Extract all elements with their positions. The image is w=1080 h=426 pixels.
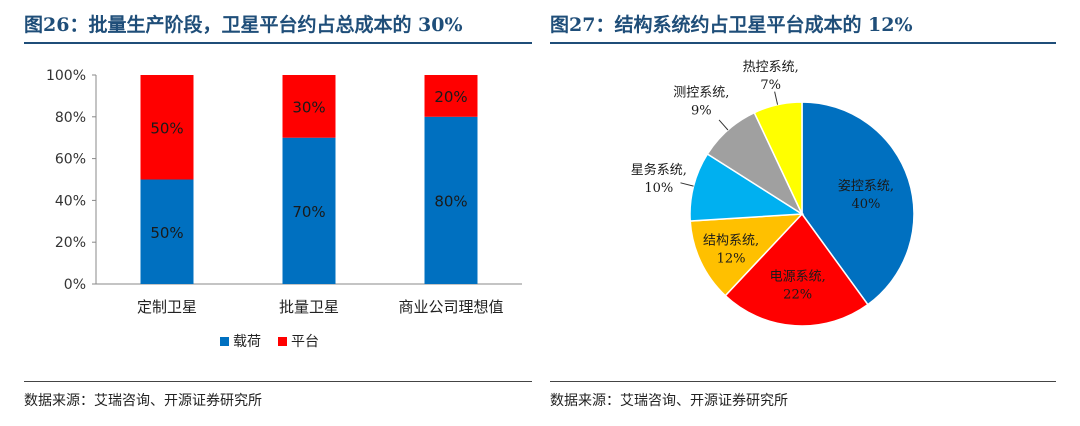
- pie-value-label: 40%: [851, 197, 880, 212]
- y-tick-label: 100%: [46, 68, 86, 84]
- pie-category-label: 姿控系统,: [838, 178, 894, 194]
- right-figure-panel: 图27：结构系统约占卫星平台成本的 12% 姿控系统, 40% 电源系统, 22% 结构…: [550, 0, 1056, 426]
- bar-segment: [140, 179, 194, 284]
- pie-category-label: 热控系统,: [743, 60, 799, 75]
- right-source-rule: [550, 381, 1056, 382]
- pie-slice: [724, 212, 869, 327]
- stacked-bar-chart: 0% 20% 40% 60% 80% 100% 50% 50% 定制卫星 70% 30% 批量卫星 80…: [46, 68, 522, 350]
- y-tick-label: 60%: [55, 152, 86, 168]
- pie-category-label: 星务系统,: [631, 162, 687, 178]
- left-source-rule: [24, 381, 532, 382]
- y-tick-label: 0%: [64, 277, 86, 293]
- pie-category-label: 结构系统,: [703, 233, 759, 248]
- pie-value-label: 12%: [717, 251, 746, 266]
- pie-slice: [689, 213, 804, 297]
- bar-data-label: 50%: [150, 119, 183, 137]
- legend-label: 载荷: [233, 334, 261, 350]
- bar-data-label: 70%: [292, 203, 325, 221]
- pie-leader-line: [718, 119, 729, 131]
- left-figure-title: 图26：批量生产阶段，卫星平台约占总成本的 30%: [24, 14, 463, 36]
- pie-value-label: 10%: [644, 181, 673, 196]
- legend-swatch: [220, 337, 229, 346]
- pie-value-label: 9%: [691, 104, 712, 119]
- x-category-label: 批量卫星: [279, 298, 339, 316]
- bar-data-label: 20%: [434, 88, 467, 106]
- bar-segment: [140, 75, 194, 180]
- x-category-label: 商业公司理想值: [398, 298, 503, 316]
- left-source-note: 数据来源：艾瑞咨询、开源证券研究所: [24, 393, 262, 409]
- bar-segment: [282, 75, 336, 138]
- y-tick-label: 80%: [55, 110, 86, 126]
- bar-segment: [282, 137, 336, 284]
- right-figure-title: 图27：结构系统约占卫星平台成本的 12%: [550, 14, 913, 36]
- pie-slice: [801, 101, 915, 306]
- pie-leader-line: [680, 182, 694, 187]
- x-category-label: 定制卫星: [137, 298, 197, 316]
- bar-data-label: 50%: [150, 224, 183, 242]
- y-tick-label: 20%: [55, 235, 86, 251]
- y-tick-label: 40%: [55, 193, 86, 209]
- right-source-note: 数据来源：艾瑞咨询、开源证券研究所: [550, 393, 788, 409]
- bar-segment: [424, 116, 478, 284]
- pie-slice: [753, 101, 803, 215]
- left-title-rule: [24, 42, 532, 44]
- pie-chart: 姿控系统, 40% 电源系统, 22% 结构系统, 12% 星务系统, 10% 测控系统, 9% 热…: [631, 60, 915, 327]
- bar-segment: [424, 75, 478, 117]
- bar-data-label: 80%: [434, 192, 467, 210]
- pie-category-label: 测控系统,: [673, 86, 729, 101]
- left-figure-panel: 图26：批量生产阶段，卫星平台约占总成本的 30% 0% 20% 40% 60% 80%…: [24, 0, 532, 426]
- pie-value-label: 22%: [783, 287, 812, 302]
- pie-category-label: 电源系统,: [770, 269, 826, 284]
- legend-swatch: [278, 337, 287, 346]
- pie-value-label: 7%: [760, 78, 781, 93]
- legend-label: 平台: [291, 334, 319, 350]
- right-title-rule: [550, 42, 1056, 44]
- bar-data-label: 30%: [292, 98, 325, 116]
- pie-leader-line: [774, 91, 779, 105]
